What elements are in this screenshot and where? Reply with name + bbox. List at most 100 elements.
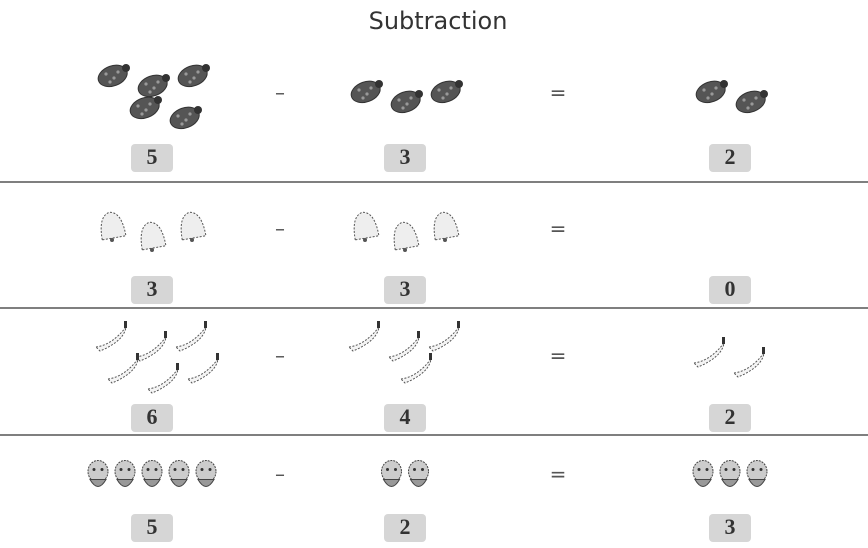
icon-clapper [150,248,154,252]
icon-beard [170,479,188,487]
icon-head [202,64,210,72]
icon [180,211,207,242]
number: 3 [400,276,411,301]
icon [393,221,420,252]
icon [100,211,127,242]
icon-spot [188,80,192,84]
icon [87,460,109,487]
icon [174,321,207,352]
icon-spot [357,88,361,92]
icon-eye [173,468,177,471]
icon [735,90,768,114]
icon [353,211,380,242]
icon [430,80,463,104]
icon-stem [176,363,179,370]
number-box [131,144,173,172]
minus-sign: – [275,81,285,105]
icon-body [134,335,167,362]
icon-head [154,96,162,104]
icon-spot [116,70,120,74]
icon-head [720,80,728,88]
number-box [709,514,751,542]
icon [399,353,432,384]
icon-spot [196,70,200,74]
icon-spot [144,108,148,112]
icon-eye [100,468,104,471]
icon-spot [702,88,706,92]
icon-stem [417,331,420,338]
icon-head [194,106,202,114]
icon [195,460,217,487]
icon-head [375,80,383,88]
icon [146,363,179,394]
icon [347,321,380,352]
icon-spot [180,122,184,126]
icon [97,64,130,88]
icon-stem [762,347,765,354]
icon-spot [361,96,365,100]
number: 6 [147,404,158,429]
minus-sign: – [275,462,285,486]
icon-eye [413,468,416,471]
icon [169,106,202,130]
icon [692,460,714,487]
icon-clapper [443,238,447,242]
icon-spot [184,118,188,122]
icon-spot [706,96,710,100]
icon-head [415,90,423,98]
icon-eye [705,468,709,471]
icon [186,353,219,384]
icon-spot [401,106,405,110]
icon-stem [204,321,207,328]
icon-spot [369,86,373,90]
icon-spot [108,80,112,84]
icon-eye [759,468,763,471]
icon [408,460,429,487]
icon-spot [437,88,441,92]
icon-body [732,351,765,378]
icon [695,80,728,104]
number-box [131,276,173,304]
icon-head [122,64,130,72]
minus-sign: – [275,217,285,241]
number: 3 [147,276,158,301]
minus-sign: – [275,344,285,368]
icon [94,321,127,352]
icon-head [760,90,768,98]
number-box [709,276,751,304]
icon-stem [722,337,725,344]
icon-spot [156,80,160,84]
icon-spot [136,104,140,108]
icon-spot [112,76,116,80]
icon-spot [397,98,401,102]
icon-eye [724,468,728,471]
icon-eye [92,468,96,471]
icon-spot [742,98,746,102]
icon [732,347,765,378]
icon-body [692,341,725,368]
icon [746,460,768,487]
icon-beard [382,479,401,487]
icon-eye [146,468,150,471]
icon-spot [140,112,144,116]
icon-body [347,325,380,352]
icon-spot [192,76,196,80]
icon-body [186,357,219,384]
icon-spot [714,86,718,90]
number-box [709,144,751,172]
icon-spot [365,92,369,96]
number-box [131,514,173,542]
icon-eye [154,468,158,471]
icon-clapper [403,248,407,252]
equals-sign: = [550,81,567,105]
icon-spot [144,82,148,86]
icon-eye [394,468,397,471]
number: 5 [147,144,158,169]
icon-stem [457,321,460,328]
icon [106,353,139,384]
equals-sign: = [550,462,567,486]
icon [427,321,460,352]
icon-head [162,74,170,82]
icon [433,211,460,242]
